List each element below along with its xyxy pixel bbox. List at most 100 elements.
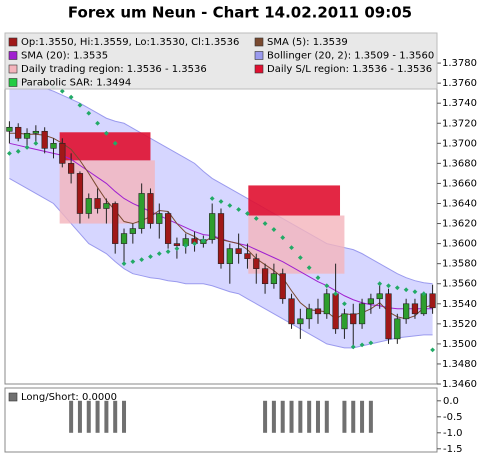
legend-label: Op:1.3550, Hi:1.3559, Lo:1.3530, Cl:1.35… xyxy=(21,37,239,48)
indicator-bar xyxy=(271,400,276,433)
chart-title: Forex um Neun - Chart 14.02.2011 09:05 xyxy=(68,4,412,22)
candle-body xyxy=(279,273,286,300)
y-tick-label: -0.5 xyxy=(443,412,463,423)
candle-body xyxy=(156,213,163,224)
y-tick-label: 1.3640 xyxy=(442,198,477,209)
sar-dot xyxy=(306,265,312,271)
indicator-bar xyxy=(86,400,91,433)
candle-body xyxy=(261,268,269,285)
candle-body xyxy=(297,318,304,325)
legend-swatch xyxy=(254,64,264,74)
sar-dot xyxy=(68,94,74,100)
candle-body xyxy=(270,273,278,285)
legend-swatch xyxy=(8,37,18,47)
sar-dot xyxy=(86,110,92,116)
sl-region xyxy=(248,185,341,216)
sar-dot xyxy=(236,207,242,212)
sl-region xyxy=(59,132,151,161)
candle-body xyxy=(332,293,339,330)
candle-body xyxy=(367,298,374,305)
candle-body xyxy=(253,258,260,269)
candle-body xyxy=(226,248,233,264)
indicator-bar xyxy=(298,400,303,433)
candle-body xyxy=(50,143,57,149)
sar-dot xyxy=(209,196,215,201)
y-tick-label: 0.0 xyxy=(443,396,459,407)
sar-dot xyxy=(156,251,162,257)
indicator-bar xyxy=(122,400,127,433)
y-tick-label: 1.3700 xyxy=(442,138,477,149)
y-tick-label: 1.3500 xyxy=(442,339,477,350)
sar-dot xyxy=(253,216,259,221)
candle-body xyxy=(385,293,392,340)
candle-body xyxy=(112,203,119,244)
sar-dot xyxy=(59,88,65,94)
sar-dot xyxy=(324,283,330,289)
y-tick-label: 1.3460 xyxy=(442,379,477,390)
indicator-bar xyxy=(113,400,118,433)
candle-body xyxy=(306,308,313,320)
candle-body xyxy=(394,318,401,340)
legend-swatch xyxy=(8,64,18,74)
y-tick-label: 1.3560 xyxy=(442,279,477,290)
sar-dot xyxy=(377,281,383,287)
indicator-bar xyxy=(307,400,312,433)
candle-body xyxy=(209,213,216,240)
candle-body xyxy=(32,130,39,134)
candle-body xyxy=(41,130,48,149)
indicator-bar xyxy=(289,400,294,433)
sar-dot xyxy=(350,344,356,350)
candle-body xyxy=(120,233,128,244)
candle-body xyxy=(23,132,31,139)
candle-body xyxy=(15,126,22,139)
legend-box xyxy=(4,32,438,90)
candle-body xyxy=(429,293,436,309)
candle-body xyxy=(341,313,348,330)
candle-body xyxy=(94,198,101,209)
y-tick-label: 1.3540 xyxy=(442,299,477,310)
legend-swatch xyxy=(8,51,18,60)
candle-body xyxy=(314,308,322,315)
legend-label: SMA (5): 1.3539 xyxy=(267,37,348,48)
y-tick-label: 1.3520 xyxy=(442,319,477,330)
sar-dot xyxy=(262,221,268,226)
sar-dot xyxy=(280,235,286,240)
indicator-bar xyxy=(280,400,285,433)
sar-dot xyxy=(192,241,197,247)
sar-dot xyxy=(165,249,171,255)
candle-body xyxy=(288,298,295,325)
y-tick-label: 1.3740 xyxy=(442,98,477,109)
candle-body xyxy=(147,193,154,224)
candle-body xyxy=(59,143,66,164)
y-tick-label: 1.3760 xyxy=(442,78,477,89)
candle-body xyxy=(420,293,427,315)
y-tick-label: 1.3480 xyxy=(442,359,477,370)
indicator-bar xyxy=(95,400,100,433)
candle-body xyxy=(358,303,366,325)
legend-label: Daily trading region: 1.3536 - 1.3536 xyxy=(21,64,207,75)
candle-body xyxy=(173,243,181,246)
candle-body xyxy=(323,293,330,315)
sar-dot xyxy=(112,140,118,146)
indicator-bar xyxy=(77,400,82,433)
indicator-bar xyxy=(315,400,320,433)
indicator-label: Long/Short: 0.0000 xyxy=(21,392,117,403)
candle-body xyxy=(103,203,110,209)
indicator-bar xyxy=(342,400,347,433)
candle-body xyxy=(68,163,75,174)
legend-label: Daily S/L region: 1.3536 - 1.3536 xyxy=(267,64,432,75)
sar-dot xyxy=(121,261,127,267)
legend-label: Parabolic SAR: 1.3494 xyxy=(21,78,131,89)
legend-swatch xyxy=(254,51,264,60)
sar-dot xyxy=(421,291,427,297)
legend-label: SMA (20): 1.3535 xyxy=(21,51,108,62)
candle-body xyxy=(376,293,383,300)
indicator-bar xyxy=(351,400,356,433)
candle-body xyxy=(164,213,172,244)
candle-body xyxy=(85,198,92,214)
y-tick-label: 1.3600 xyxy=(442,239,477,250)
candle-body xyxy=(138,193,145,229)
indicator-bar xyxy=(69,400,74,433)
y-tick-label: -1.5 xyxy=(443,444,463,455)
